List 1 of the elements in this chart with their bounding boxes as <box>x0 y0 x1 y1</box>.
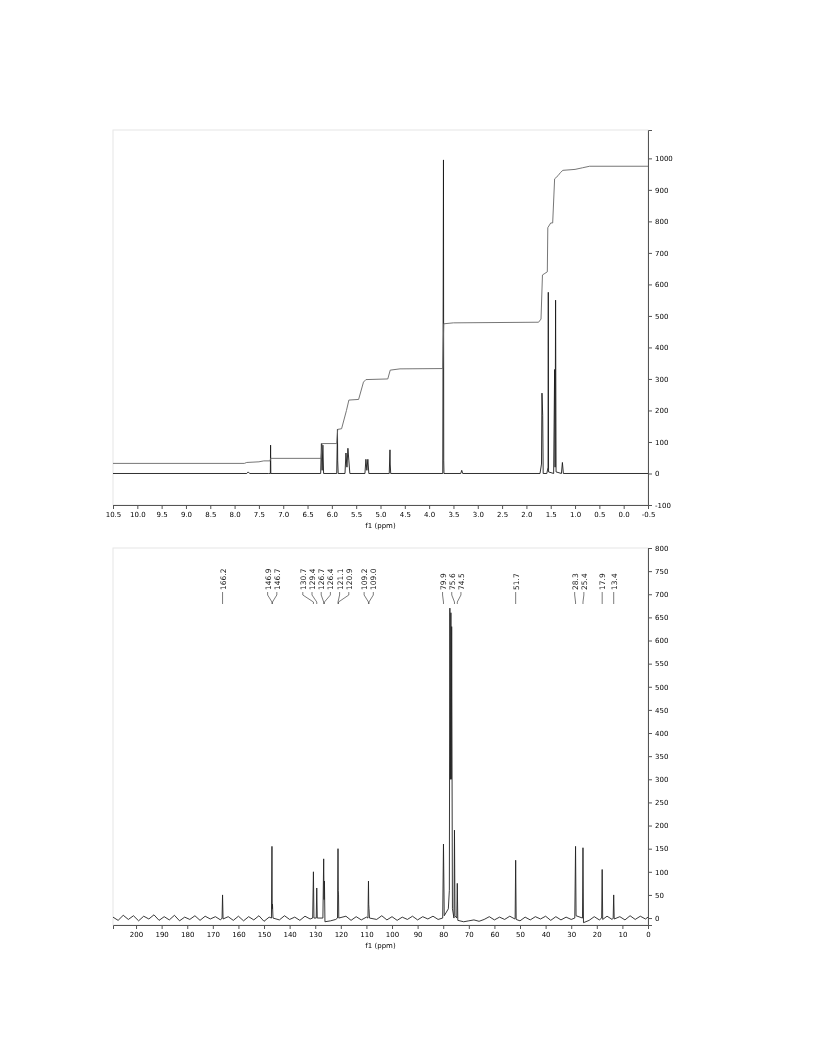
line-series <box>112 607 649 924</box>
